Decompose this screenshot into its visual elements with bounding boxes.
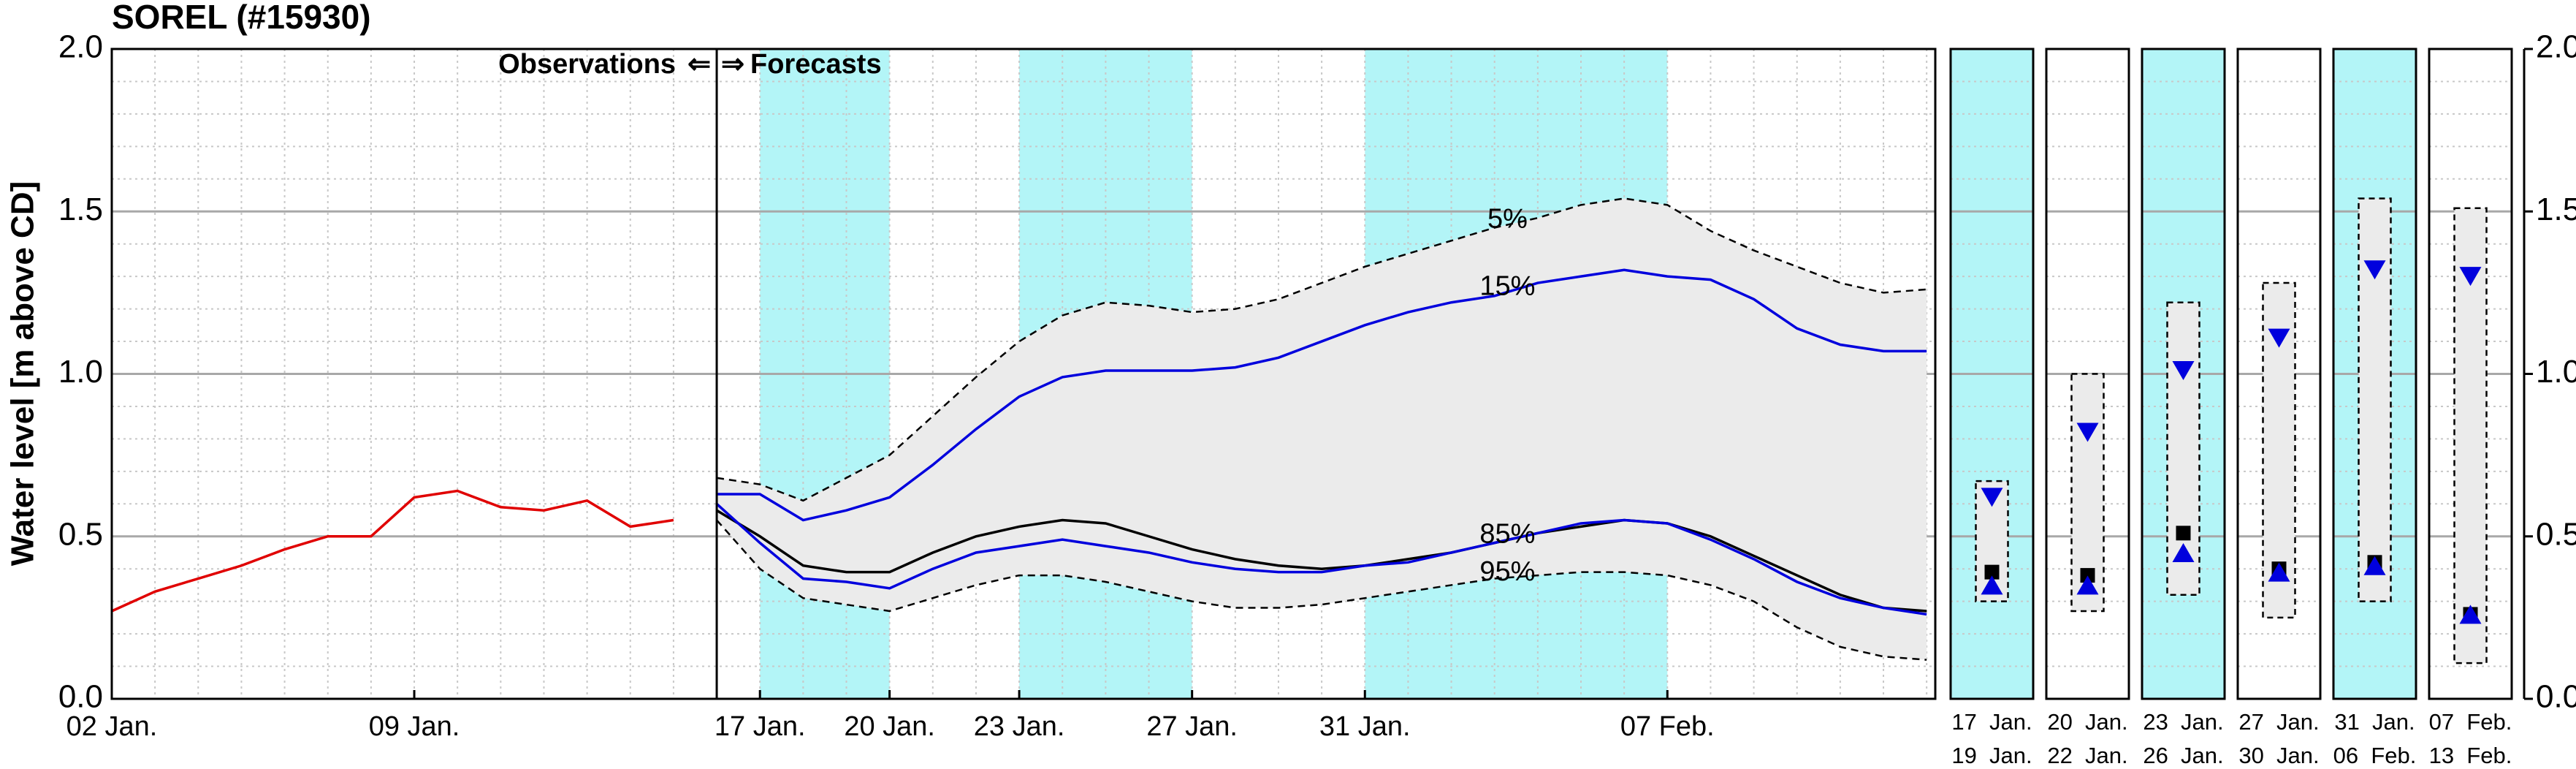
panel-frame (2428, 48, 2513, 700)
panel-frame (2236, 48, 2322, 700)
x-tick-label: 17 Jan. (715, 711, 806, 742)
median-marker (1984, 564, 2000, 580)
median-marker (2080, 568, 2095, 583)
y-axis-label: Water level [m above CD] (5, 181, 41, 567)
up-triangle (2268, 562, 2290, 582)
series-label: 15% (1479, 271, 1535, 302)
up-triangle (2172, 542, 2195, 562)
y-tick-label: 1.5 (2536, 192, 2576, 227)
y-tick-label: 0.5 (2536, 516, 2576, 552)
y-tick-label: 1.5 (58, 192, 103, 227)
panel-period-start: 17 Jan. (1951, 709, 2032, 735)
down-triangle (2172, 361, 2195, 381)
x-tick-label: 20 Jan. (844, 711, 935, 742)
series-line (716, 197, 1927, 502)
annotation: ⇐ (687, 49, 711, 80)
percentile-band (717, 198, 1927, 660)
panel-period-start: 20 Jan. (2047, 709, 2127, 735)
y-tick-label: 0.5 (58, 516, 103, 552)
forecast-range (2453, 207, 2488, 664)
panel-period-end: 22 Jan. (2047, 743, 2127, 768)
up-triangle (2459, 605, 2482, 624)
plot-frame (110, 48, 1937, 700)
down-triangle (1981, 488, 2003, 507)
annotation: Forecasts (750, 49, 882, 80)
annotation: ⇒ (721, 49, 744, 80)
down-triangle (2268, 328, 2290, 348)
panel-period-end: 26 Jan. (2143, 743, 2223, 768)
x-tick-label: 27 Jan. (1146, 711, 1238, 742)
up-triangle (2363, 556, 2386, 575)
x-tick-label: 09 Jan. (369, 711, 460, 742)
chart-title: SOREL (#15930) (112, 0, 371, 36)
series-line (111, 489, 674, 613)
y-tick-label: 1.0 (2536, 354, 2576, 390)
panel-period-end: 19 Jan. (1951, 743, 2032, 768)
x-tick-label: 31 Jan. (1319, 711, 1411, 742)
y-tick-label: 2.0 (58, 29, 103, 65)
panel-period-start: 23 Jan. (2143, 709, 2223, 735)
up-triangle (1981, 575, 2003, 595)
forecast-range (2358, 197, 2392, 602)
down-triangle (2363, 260, 2386, 280)
panel-frame (2141, 48, 2226, 700)
panel-period-start: 27 Jan. (2238, 709, 2319, 735)
series-line (715, 503, 1927, 616)
series-line (716, 509, 1927, 613)
down-triangle (2459, 267, 2482, 287)
panel-period-start: 07 Feb. (2429, 709, 2512, 735)
y-tick-label: 0.0 (58, 679, 103, 715)
panel-period-start: 31 Jan. (2334, 709, 2415, 735)
y-tick-label: 2.0 (2536, 29, 2576, 65)
panel-period-end: 13 Feb. (2429, 743, 2512, 768)
up-triangle (2076, 575, 2099, 595)
panel-frame (1949, 48, 2035, 700)
annotation: Observations (498, 49, 676, 80)
y-tick-label: 0.0 (2536, 679, 2576, 715)
panel-period-end: 30 Jan. (2238, 743, 2319, 768)
series-label: 85% (1479, 519, 1535, 550)
panel-period-end: 06 Feb. (2333, 743, 2417, 768)
panel-frame (2332, 48, 2417, 700)
x-tick-label: 02 Jan. (66, 711, 158, 742)
down-triangle (2076, 423, 2099, 442)
x-tick-label: 07 Feb. (1620, 711, 1715, 742)
panel-frame (2045, 48, 2130, 700)
series-label: 95% (1479, 556, 1535, 587)
median-marker (2176, 526, 2191, 541)
y-tick-label: 1.0 (58, 354, 103, 390)
x-tick-label: 23 Jan. (974, 711, 1065, 742)
series-label: 5% (1487, 204, 1528, 235)
series-line (717, 268, 1927, 522)
